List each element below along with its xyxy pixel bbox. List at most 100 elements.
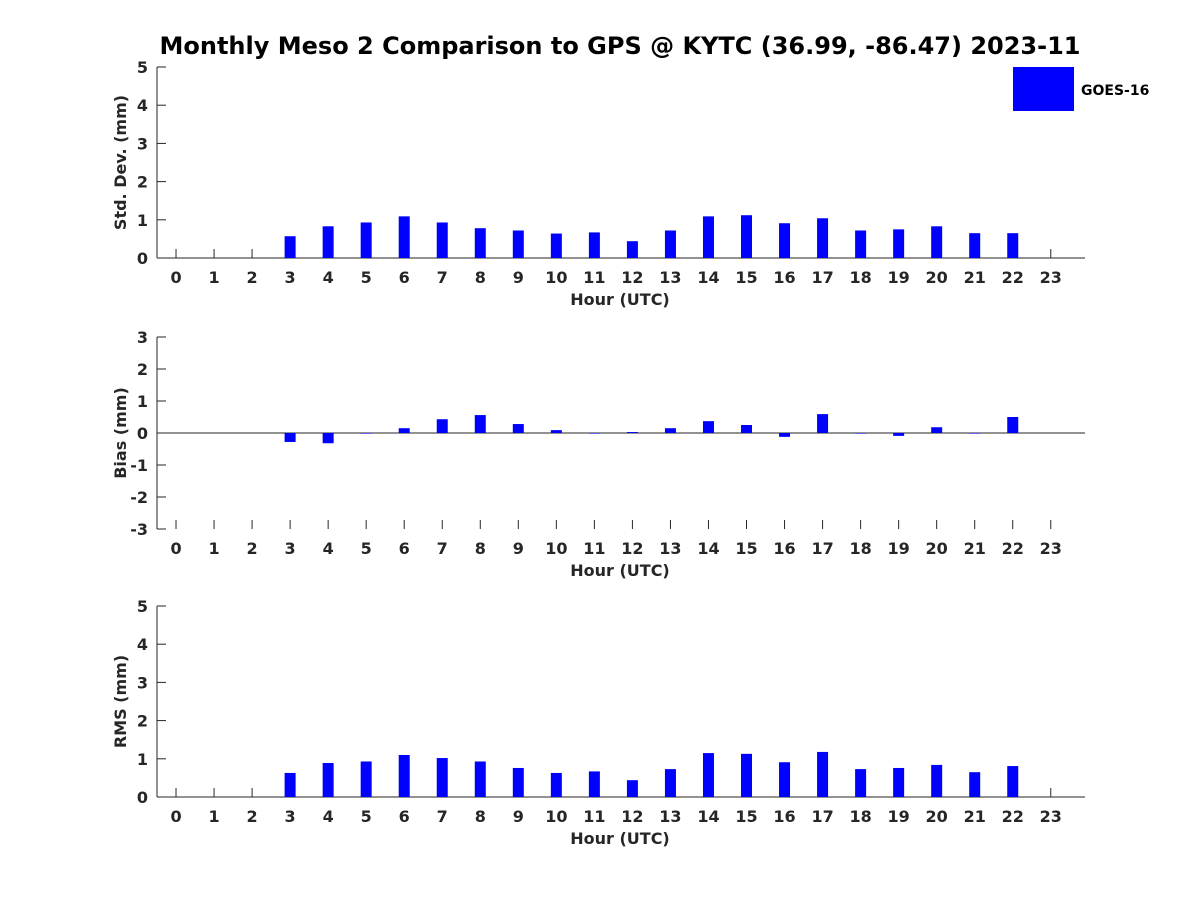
x-tick-label: 14 bbox=[697, 807, 719, 826]
x-tick-label: 7 bbox=[437, 539, 448, 558]
y-tick-label: 0 bbox=[137, 424, 148, 443]
y-tick-label: 5 bbox=[137, 597, 148, 616]
x-tick-label: 20 bbox=[926, 807, 948, 826]
bar-hour-15 bbox=[741, 753, 753, 797]
x-tick-label: 22 bbox=[1002, 539, 1024, 558]
y-tick-label: 1 bbox=[137, 750, 148, 769]
bar-hour-19 bbox=[893, 229, 905, 258]
x-tick-label: 8 bbox=[475, 268, 486, 287]
bar-hour-19 bbox=[893, 767, 905, 797]
x-tick-label: 3 bbox=[285, 539, 296, 558]
bar-hour-11 bbox=[588, 771, 600, 797]
x-tick-label: 12 bbox=[621, 539, 643, 558]
bar-hour-16 bbox=[779, 762, 791, 797]
x-tick-label: 23 bbox=[1040, 807, 1062, 826]
bar-hour-7 bbox=[436, 222, 448, 258]
bar-hour-7 bbox=[436, 758, 448, 797]
bar-hour-10 bbox=[550, 772, 562, 797]
bar-hour-8 bbox=[474, 228, 486, 258]
y-axis-label: RMS (mm) bbox=[111, 655, 130, 748]
x-tick-label: 17 bbox=[811, 539, 833, 558]
x-tick-label: 2 bbox=[247, 807, 258, 826]
bar-hour-5 bbox=[360, 433, 372, 434]
x-tick-label: 21 bbox=[964, 539, 986, 558]
x-tick-label: 11 bbox=[583, 268, 605, 287]
bar-hour-22 bbox=[1007, 417, 1019, 433]
x-tick-label: 5 bbox=[361, 807, 372, 826]
y-tick-label: 3 bbox=[137, 673, 148, 692]
bar-hour-22 bbox=[1007, 766, 1019, 797]
chart-title: Monthly Meso 2 Comparison to GPS @ KYTC … bbox=[160, 32, 1081, 60]
y-tick-label: 1 bbox=[137, 211, 148, 230]
x-tick-label: 13 bbox=[659, 807, 681, 826]
y-tick-label: 4 bbox=[137, 635, 148, 654]
bar-hour-9 bbox=[512, 767, 524, 797]
x-tick-label: 11 bbox=[583, 807, 605, 826]
bar-hour-5 bbox=[360, 761, 372, 797]
x-tick-label: 8 bbox=[475, 807, 486, 826]
bar-hour-20 bbox=[931, 764, 943, 797]
bar-hour-4 bbox=[322, 226, 334, 258]
bar-hour-17 bbox=[817, 414, 829, 433]
x-tick-label: 3 bbox=[285, 807, 296, 826]
bar-hour-10 bbox=[550, 233, 562, 258]
x-tick-label: 18 bbox=[849, 539, 871, 558]
legend-label: GOES-16 bbox=[1081, 83, 1149, 99]
x-tick-label: 19 bbox=[888, 807, 910, 826]
x-tick-label: 0 bbox=[170, 539, 181, 558]
x-tick-label: 6 bbox=[399, 539, 410, 558]
x-axis-label: Hour (UTC) bbox=[570, 290, 670, 309]
bar-hour-14 bbox=[702, 216, 714, 258]
bar-hour-6 bbox=[398, 216, 410, 258]
x-tick-label: 17 bbox=[811, 807, 833, 826]
x-tick-label: 0 bbox=[170, 807, 181, 826]
x-tick-label: 8 bbox=[475, 539, 486, 558]
x-tick-label: 1 bbox=[208, 539, 219, 558]
bar-hour-11 bbox=[588, 232, 600, 258]
bar-hour-15 bbox=[741, 425, 753, 433]
x-tick-label: 4 bbox=[323, 268, 334, 287]
x-tick-label: 1 bbox=[208, 807, 219, 826]
x-tick-label: 15 bbox=[735, 807, 757, 826]
x-tick-label: 18 bbox=[849, 807, 871, 826]
bar-hour-4 bbox=[322, 763, 334, 797]
x-tick-label: 14 bbox=[697, 268, 719, 287]
x-tick-label: 2 bbox=[247, 268, 258, 287]
x-tick-label: 10 bbox=[545, 539, 567, 558]
x-tick-label: 15 bbox=[735, 268, 757, 287]
bar-hour-18 bbox=[855, 230, 867, 258]
x-tick-label: 4 bbox=[323, 539, 334, 558]
x-tick-label: 16 bbox=[773, 807, 795, 826]
x-tick-label: 19 bbox=[888, 539, 910, 558]
x-tick-label: 1 bbox=[208, 268, 219, 287]
bar-hour-4 bbox=[322, 433, 334, 444]
x-tick-label: 21 bbox=[964, 807, 986, 826]
legend: GOES-16 bbox=[1013, 67, 1149, 111]
y-tick-label: 2 bbox=[137, 712, 148, 731]
bar-hour-14 bbox=[702, 753, 714, 797]
y-tick-label: 2 bbox=[137, 173, 148, 192]
bar-hour-16 bbox=[779, 223, 791, 258]
x-tick-label: 9 bbox=[513, 268, 524, 287]
y-tick-label: -1 bbox=[130, 456, 148, 475]
x-tick-label: 20 bbox=[926, 539, 948, 558]
bar-hour-17 bbox=[817, 218, 829, 258]
x-tick-label: 19 bbox=[888, 268, 910, 287]
bar-hour-22 bbox=[1007, 233, 1019, 258]
bar-hour-6 bbox=[398, 428, 410, 433]
x-tick-label: 23 bbox=[1040, 539, 1062, 558]
bar-hour-5 bbox=[360, 222, 372, 258]
x-tick-label: 14 bbox=[697, 539, 719, 558]
y-tick-label: 4 bbox=[137, 96, 148, 115]
bar-hour-16 bbox=[779, 433, 791, 437]
bar-hour-9 bbox=[512, 424, 524, 433]
x-axis-label: Hour (UTC) bbox=[570, 561, 670, 580]
x-tick-label: 15 bbox=[735, 539, 757, 558]
x-tick-label: 20 bbox=[926, 268, 948, 287]
x-tick-label: 0 bbox=[170, 268, 181, 287]
bar-hour-12 bbox=[626, 241, 638, 258]
y-tick-label: 5 bbox=[137, 58, 148, 77]
